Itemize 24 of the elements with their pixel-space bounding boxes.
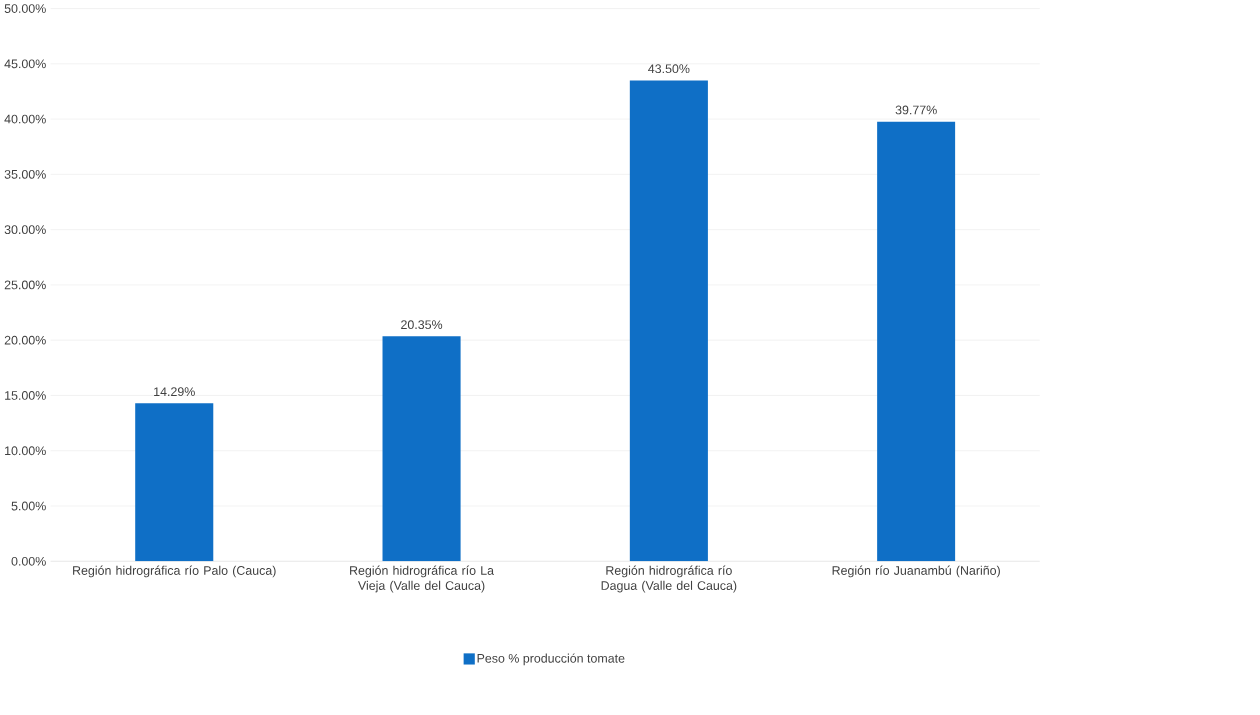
bar [877, 121, 956, 562]
y-tick-label: 35.00% [4, 169, 46, 179]
data-label: 14.29% [154, 387, 195, 397]
bar [629, 80, 708, 562]
y-tick-label: 40.00% [4, 114, 46, 124]
x-tick-label: Región río Juanambú (Nariño) [832, 565, 1000, 578]
legend-label: Peso % producción tomate [477, 653, 625, 666]
y-tick-label: 25.00% [4, 280, 46, 290]
bar [135, 403, 214, 562]
data-label: 39.77% [895, 105, 937, 115]
y-tick-label: 30.00% [4, 225, 46, 235]
y-tick-label: 50.00% [4, 4, 46, 13]
y-tick-label: 15.00% [5, 391, 46, 400]
y-tick-label: 10.00% [5, 446, 46, 456]
y-tick-label: 5.00% [11, 501, 46, 511]
data-label: 43.50% [648, 64, 690, 74]
y-tick-label: 20.00% [4, 335, 46, 345]
data-label: 20.35% [401, 320, 443, 330]
y-tick-label: 0.00% [11, 556, 46, 566]
x-tick-label: Región hidrográfica río Dagua (Valle del Cauca) [601, 565, 737, 593]
x-tick-label: Región hidrográfica río Palo (Cauca) [73, 565, 276, 578]
y-tick-label: 45.00% [4, 59, 46, 69]
bar [382, 336, 461, 562]
x-tick-label: Región hidrográfica río La Vieja (Valle del Cauca) [350, 565, 495, 593]
